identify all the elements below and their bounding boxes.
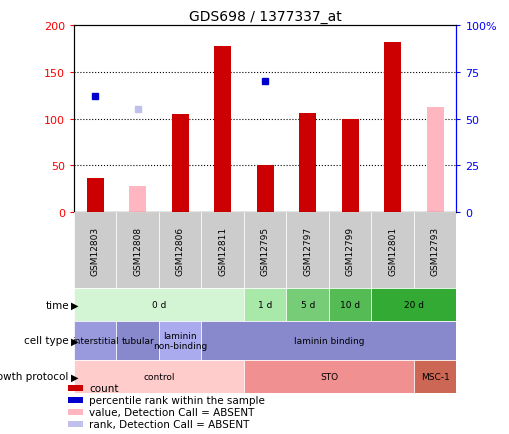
Bar <box>159 213 201 289</box>
Bar <box>413 360 456 393</box>
Text: GSM12799: GSM12799 <box>345 226 354 275</box>
Bar <box>426 108 443 213</box>
Bar <box>341 119 358 213</box>
Text: 0 d: 0 d <box>152 300 166 309</box>
Text: GSM12808: GSM12808 <box>133 226 142 275</box>
Text: 5 d: 5 d <box>300 300 314 309</box>
Bar <box>159 321 201 360</box>
Bar <box>214 46 231 213</box>
Text: 10 d: 10 d <box>340 300 359 309</box>
Bar <box>68 397 83 403</box>
Bar <box>299 114 316 213</box>
Text: cell type: cell type <box>24 336 69 345</box>
Bar <box>116 321 159 360</box>
Text: 1 d: 1 d <box>258 300 272 309</box>
Bar <box>129 187 146 213</box>
Text: GSM12793: GSM12793 <box>430 226 439 275</box>
Bar <box>74 321 116 360</box>
Text: GSM12795: GSM12795 <box>260 226 269 275</box>
Text: rank, Detection Call = ABSENT: rank, Detection Call = ABSENT <box>89 419 249 429</box>
Bar <box>87 179 103 213</box>
Text: GSM12801: GSM12801 <box>387 226 397 275</box>
Text: value, Detection Call = ABSENT: value, Detection Call = ABSENT <box>89 407 254 417</box>
Text: time: time <box>45 300 69 310</box>
Text: count: count <box>89 383 119 393</box>
Bar <box>243 360 413 393</box>
Text: ▶: ▶ <box>71 300 79 310</box>
Bar <box>286 213 328 289</box>
Text: ▶: ▶ <box>71 336 79 345</box>
Bar <box>286 289 328 321</box>
Bar <box>328 289 371 321</box>
Bar <box>74 360 243 393</box>
Text: GSM12797: GSM12797 <box>303 226 312 275</box>
Bar <box>328 213 371 289</box>
Bar <box>256 166 273 213</box>
Bar <box>383 43 401 213</box>
Bar <box>413 213 456 289</box>
Bar <box>68 409 83 414</box>
Bar <box>116 213 159 289</box>
Text: GSM12811: GSM12811 <box>218 226 227 275</box>
Bar <box>243 289 286 321</box>
Title: GDS698 / 1377337_at: GDS698 / 1377337_at <box>188 10 341 23</box>
Text: STO: STO <box>319 372 337 381</box>
Bar <box>201 213 243 289</box>
Bar <box>74 289 243 321</box>
Bar <box>68 385 83 391</box>
Bar <box>68 421 83 427</box>
Text: interstitial: interstitial <box>72 336 118 345</box>
Text: tubular: tubular <box>121 336 154 345</box>
Bar <box>371 289 456 321</box>
Bar <box>201 321 456 360</box>
Text: GSM12806: GSM12806 <box>176 226 184 275</box>
Bar <box>243 213 286 289</box>
Text: percentile rank within the sample: percentile rank within the sample <box>89 395 265 405</box>
Text: laminin binding: laminin binding <box>293 336 363 345</box>
Text: control: control <box>143 372 175 381</box>
Text: growth protocol: growth protocol <box>0 372 69 381</box>
Bar <box>74 213 116 289</box>
Bar <box>371 213 413 289</box>
Text: laminin
non-binding: laminin non-binding <box>153 331 207 350</box>
Text: ▶: ▶ <box>71 372 79 381</box>
Text: 20 d: 20 d <box>403 300 423 309</box>
Text: MSC-1: MSC-1 <box>420 372 449 381</box>
Bar <box>172 115 188 213</box>
Text: GSM12803: GSM12803 <box>91 226 99 275</box>
